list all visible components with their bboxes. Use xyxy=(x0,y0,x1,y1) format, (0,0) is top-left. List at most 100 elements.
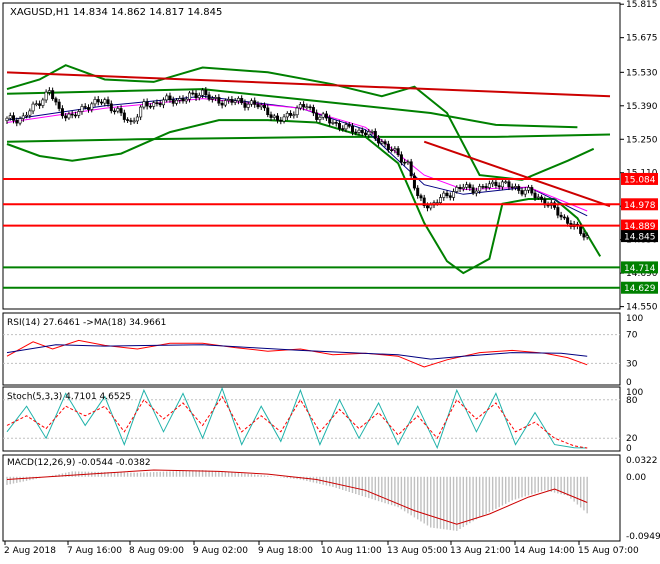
candle-body xyxy=(331,122,335,124)
candle-body xyxy=(106,99,110,105)
candle-body xyxy=(168,95,172,101)
candle-body xyxy=(298,104,302,109)
time-tick-label: 14 Aug 14:00 xyxy=(514,546,575,556)
level-label-box xyxy=(621,198,658,211)
candle-body xyxy=(530,187,534,194)
candle-body xyxy=(302,104,306,108)
price-tick-label: 15.250 xyxy=(626,135,658,145)
horizontal-levels[interactable]: 15.084 14.978 14.889 14.714 14.629 14.845 xyxy=(3,172,658,294)
candle-body xyxy=(351,126,355,133)
candle-body xyxy=(279,119,283,122)
candle-body xyxy=(77,111,81,116)
candle-body xyxy=(448,195,452,198)
rsi-tick-label: 100 xyxy=(626,314,643,324)
candle-body xyxy=(579,225,583,234)
candle-body xyxy=(41,99,45,106)
candle-body xyxy=(474,190,478,194)
candle-body xyxy=(135,116,139,122)
candle-body xyxy=(207,94,211,100)
candle-body xyxy=(559,214,563,218)
last-price-label: 14.845 xyxy=(624,233,656,243)
candle-body xyxy=(70,113,74,116)
candle-body xyxy=(64,115,68,119)
rsi-axis: 100 70 30 0 xyxy=(3,314,643,388)
candle-body xyxy=(155,102,159,104)
candle-body xyxy=(562,216,566,219)
candle-body xyxy=(386,143,390,150)
candle-body xyxy=(161,99,165,106)
time-tick-label: 10 Aug 11:00 xyxy=(321,546,382,556)
price-overlays xyxy=(6,64,611,275)
candle-body xyxy=(12,115,16,121)
candle-body xyxy=(556,207,560,216)
price-tick-label: 15.815 xyxy=(626,0,658,10)
stochastic-panel-frame xyxy=(2,386,621,452)
candle-body xyxy=(406,161,410,164)
last-price-box xyxy=(621,230,658,243)
candle-body xyxy=(412,175,416,189)
time-tick-label: 8 Aug 09:00 xyxy=(129,546,184,556)
candle-body xyxy=(96,99,100,103)
candle-body xyxy=(269,114,273,118)
candle-body xyxy=(8,115,12,119)
candle-body xyxy=(191,92,195,95)
time-tick-label: 2 Aug 2018 xyxy=(4,546,56,556)
candle-body xyxy=(465,184,469,188)
candle-body xyxy=(214,97,218,99)
stochastic-label: Stoch(5,3,3) 4.7101 4.6525 xyxy=(7,392,131,402)
candle-body xyxy=(383,141,387,145)
candle-body xyxy=(197,95,201,98)
candle-body xyxy=(507,181,511,188)
macd-histogram xyxy=(6,470,588,531)
candle-body xyxy=(533,192,537,198)
stoch-tick-label: 20 xyxy=(626,434,638,444)
candle-body xyxy=(461,186,465,190)
candle-body xyxy=(266,107,270,115)
level-label: 14.714 xyxy=(624,264,656,274)
macd-tick-label: -0.0949 xyxy=(626,532,660,542)
candle-body xyxy=(142,101,146,108)
candle-body xyxy=(396,148,400,156)
macd-signal xyxy=(6,469,588,525)
level-label: 14.978 xyxy=(624,201,656,211)
macd-panel[interactable]: 0.0322 0.00 -0.0949 MACD(12,26,9) -0.0544 … xyxy=(2,454,660,542)
candle-body xyxy=(471,187,475,194)
candle-body xyxy=(334,122,338,124)
candle-body xyxy=(178,98,182,101)
bollinger-band-line xyxy=(6,119,602,275)
candle-body xyxy=(523,189,527,195)
candle-body xyxy=(73,114,77,117)
candle-body xyxy=(425,205,429,209)
candle-body xyxy=(132,120,136,123)
candle-body xyxy=(380,141,384,144)
candle-body xyxy=(500,181,504,188)
candle-body xyxy=(442,192,446,198)
stoch-tick-label: 80 xyxy=(626,396,638,406)
candle-body xyxy=(122,112,126,120)
candle-body xyxy=(324,113,328,119)
candle-body xyxy=(403,161,407,164)
time-tick-label: 9 Aug 02:00 xyxy=(193,546,248,556)
candle-body xyxy=(28,110,32,116)
candle-body xyxy=(347,124,351,127)
candle-body xyxy=(308,106,312,109)
candle-body xyxy=(360,129,364,134)
candle-body xyxy=(328,117,332,124)
level-label: 15.084 xyxy=(624,175,656,185)
candle-body xyxy=(354,131,358,134)
candle-body xyxy=(370,131,374,133)
candle-body xyxy=(236,98,240,102)
rsi-panel-frame xyxy=(2,312,621,386)
candle-body xyxy=(481,186,485,188)
macd-signal-line xyxy=(6,469,588,525)
price-panel[interactable]: 15.81515.67515.53015.39015.25015.11014.9… xyxy=(2,0,658,313)
candle-body xyxy=(311,107,315,114)
bollinger-band-line xyxy=(6,133,611,143)
candle-body xyxy=(220,102,224,106)
rsi-panel[interactable]: 100 70 30 0 RSI(14) 27.6461 ->MA(18) 34.966… xyxy=(2,312,643,388)
candles xyxy=(5,87,589,241)
candle-body xyxy=(116,108,120,112)
candle-body xyxy=(158,102,162,106)
